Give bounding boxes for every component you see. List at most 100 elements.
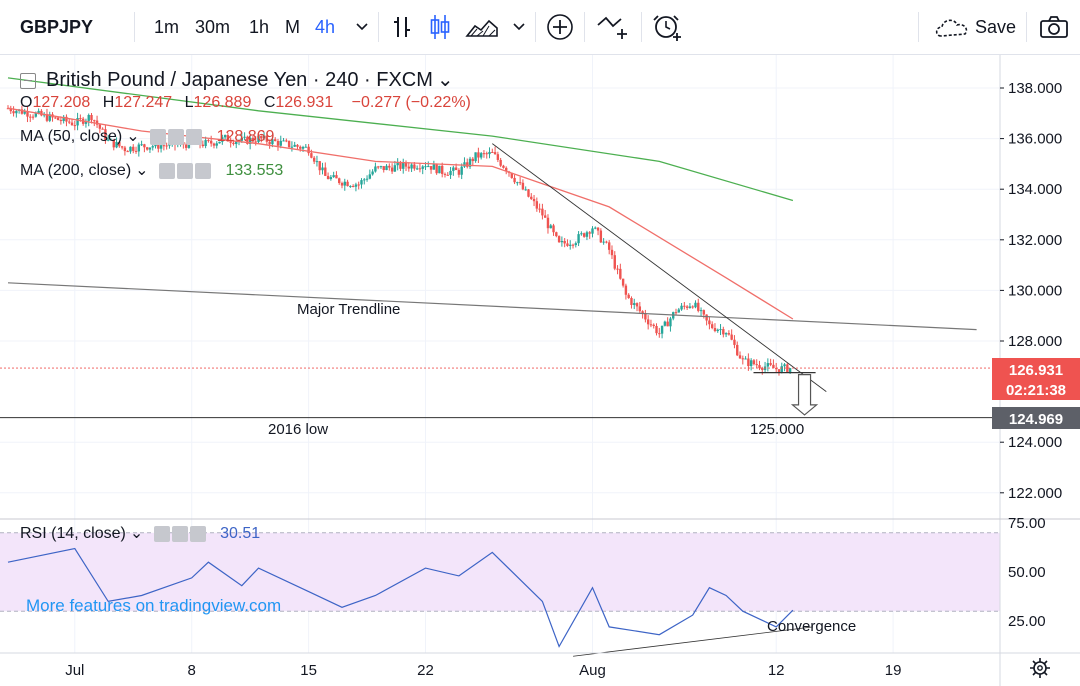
- collapse-icon[interactable]: [20, 72, 36, 89]
- close-icon[interactable]: [189, 525, 206, 542]
- candles-icon[interactable]: [426, 0, 454, 54]
- candle-body: [93, 120, 96, 122]
- candle-body: [310, 153, 313, 158]
- candle-body: [351, 186, 355, 188]
- candle-body: [301, 146, 305, 149]
- candle-body: [566, 243, 569, 246]
- candle-body: [521, 182, 525, 190]
- area-chart-icon[interactable]: [464, 0, 500, 54]
- candle-body: [649, 324, 653, 326]
- candle-body: [87, 114, 90, 121]
- interval-month[interactable]: M: [285, 17, 300, 37]
- low-value: 126.889: [193, 94, 252, 111]
- candle-body: [736, 344, 739, 356]
- alert-clock-icon[interactable]: [651, 0, 685, 54]
- candle-body: [296, 144, 299, 147]
- bar-chart-icon[interactable]: [388, 0, 416, 54]
- candle-body: [365, 178, 369, 180]
- candle-body: [326, 175, 330, 180]
- candle-body: [399, 162, 402, 169]
- tradingview-watermark[interactable]: More features on tradingview.com: [26, 596, 282, 615]
- rsi-axis[interactable]: 75.00 50.00 25.00: [1008, 515, 1046, 630]
- interval-4h-active[interactable]: 4h: [315, 17, 336, 37]
- gear-icon[interactable]: [1030, 658, 1050, 678]
- rsi-tick-label: 50.00: [1008, 564, 1046, 581]
- time-axis[interactable]: Jul 8 15 22 Aug 12 19: [65, 662, 901, 679]
- candle-body: [741, 358, 744, 360]
- candle-body: [424, 166, 427, 168]
- candle-body: [157, 141, 160, 149]
- chevron-down-icon[interactable]: [352, 0, 372, 54]
- price-tick-label: 124.000: [1008, 434, 1062, 451]
- time-tick-label: Aug: [579, 662, 606, 679]
- compare-symbol-icon[interactable]: [594, 0, 632, 54]
- rsi-value: 30.51: [220, 525, 261, 542]
- toolbar-divider: [641, 12, 642, 42]
- gear-icon[interactable]: [168, 128, 185, 145]
- candle-body: [630, 298, 633, 305]
- ohlc-legend: O127.208 H127.247 L126.889 C126.931 −0.2…: [20, 94, 471, 112]
- cloud-save-icon[interactable]: [932, 0, 974, 54]
- candle-body: [209, 140, 213, 144]
- chevron-down-icon[interactable]: ⌄: [436, 69, 454, 91]
- camera-icon[interactable]: [1036, 0, 1072, 54]
- eye-icon[interactable]: [159, 162, 176, 179]
- candle-body: [290, 146, 294, 148]
- candle-body: [109, 139, 113, 141]
- price-axis[interactable]: 138.000 136.000 134.000 132.000 130.000 128.0…: [1000, 80, 1062, 502]
- candle-body: [357, 184, 360, 186]
- candle-body: [482, 153, 486, 155]
- eye-icon[interactable]: [153, 525, 170, 542]
- candle-body: [769, 363, 772, 365]
- candle-body: [621, 278, 625, 286]
- add-indicator-icon[interactable]: [545, 0, 575, 54]
- save-button[interactable]: Save: [975, 17, 1017, 37]
- candle-body: [702, 310, 706, 315]
- rsi-legend[interactable]: RSI (14, close) ⌄ 30.51: [20, 523, 260, 543]
- candle-body: [530, 196, 533, 199]
- candle-body: [619, 268, 622, 279]
- interval-30m[interactable]: 30m: [195, 17, 231, 37]
- interval-1h[interactable]: 1h: [249, 17, 270, 37]
- candle-body: [685, 306, 689, 308]
- gear-icon[interactable]: [171, 525, 188, 542]
- candle-body: [407, 166, 410, 169]
- candle-body: [505, 167, 508, 172]
- ma200-legend[interactable]: MA (200, close) ⌄ 133.553: [20, 160, 283, 180]
- symbol-search[interactable]: GBPJPY: [20, 17, 94, 37]
- price-chart[interactable]: 138.000 136.000 134.000 132.000 130.000 128.0…: [0, 55, 1080, 686]
- chart-legend-title[interactable]: British Pound / Japanese Yen · 240 · FXC…: [20, 67, 454, 92]
- candle-body: [580, 233, 583, 235]
- candle-body: [432, 164, 436, 170]
- candle-body: [724, 333, 728, 335]
- candle-body: [535, 201, 539, 209]
- candle-body: [761, 368, 764, 370]
- close-icon[interactable]: [186, 128, 203, 145]
- candle-body: [9, 108, 12, 112]
- rsi-line: [7, 547, 794, 648]
- gear-icon[interactable]: [177, 162, 194, 179]
- candle-body: [29, 116, 32, 118]
- candle-body: [184, 144, 188, 148]
- candle-body: [104, 129, 107, 140]
- candle-body: [660, 325, 664, 334]
- candle-body: [107, 139, 110, 141]
- eye-icon[interactable]: [150, 128, 167, 145]
- candle-body: [733, 339, 736, 345]
- candle-body: [429, 166, 433, 170]
- ma50-legend[interactable]: MA (50, close) ⌄ 128.869: [20, 126, 274, 146]
- candle-body: [390, 167, 394, 172]
- candle-body: [240, 137, 243, 141]
- close-icon[interactable]: [195, 162, 212, 179]
- major-trendline-label: Major Trendline: [297, 301, 400, 318]
- candle-body: [786, 364, 789, 373]
- candle-body: [669, 318, 672, 327]
- candle-body: [204, 140, 207, 147]
- candle-body: [332, 175, 335, 178]
- interval-1m[interactable]: 1m: [154, 17, 180, 37]
- candle-body: [118, 141, 121, 147]
- candle-body: [382, 166, 385, 171]
- low-2016-tag: 124.969: [992, 407, 1080, 429]
- candle-body: [775, 368, 778, 370]
- chevron-down-icon[interactable]: [509, 0, 529, 54]
